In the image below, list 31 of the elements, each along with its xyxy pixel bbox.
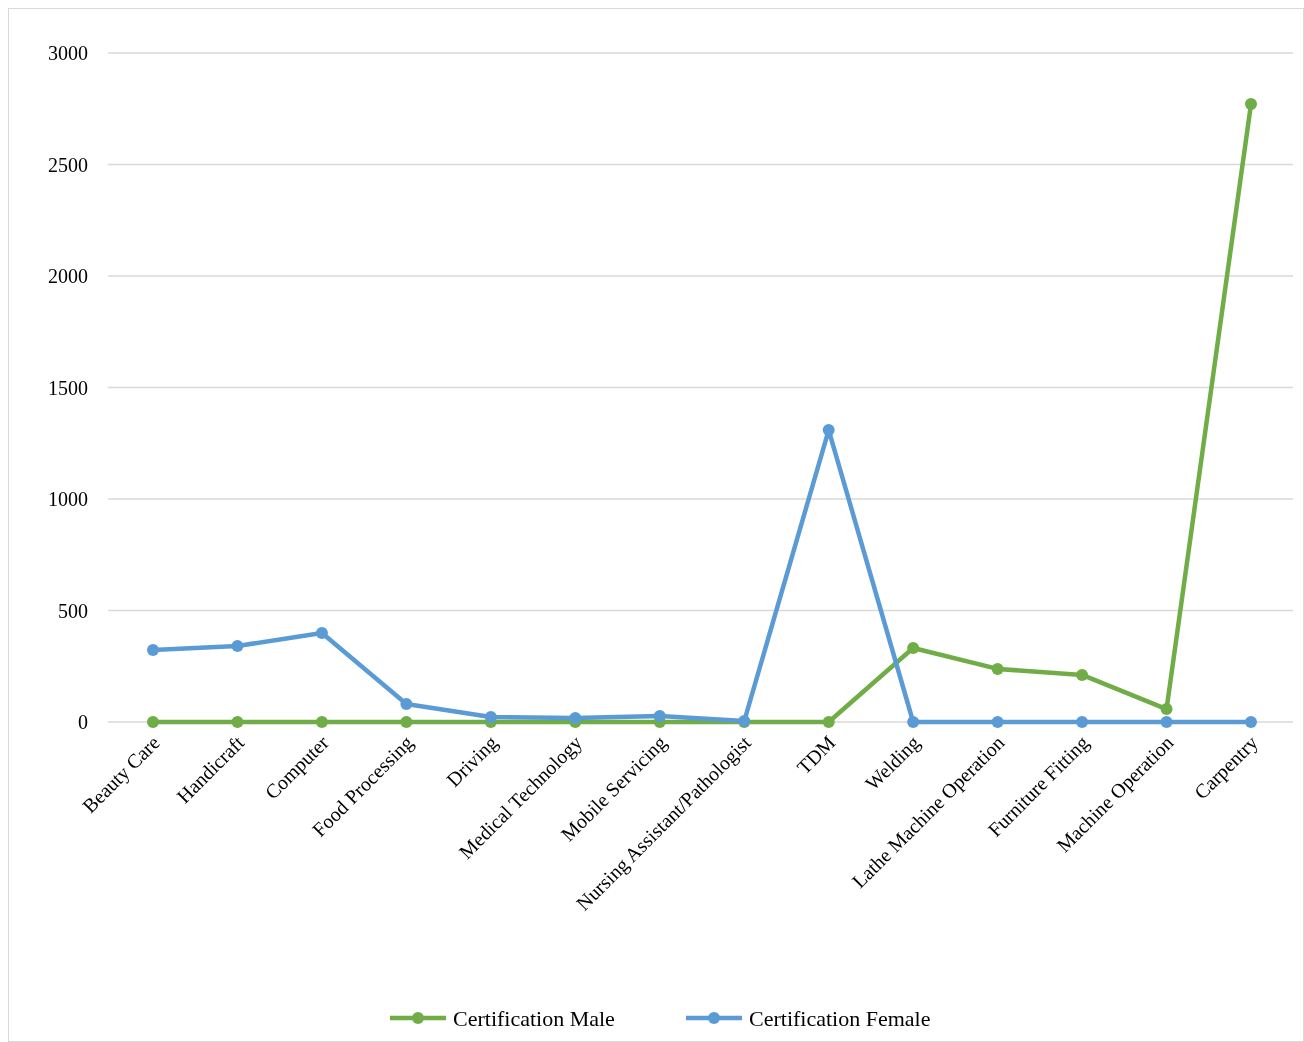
point xyxy=(1160,716,1173,728)
point xyxy=(1245,716,1257,728)
point xyxy=(400,716,413,728)
y-tick-label: 2000 xyxy=(48,265,88,287)
point xyxy=(822,716,835,728)
y-tick-label: 500 xyxy=(58,599,88,622)
point xyxy=(1160,703,1173,716)
point xyxy=(315,716,328,728)
y-tick-label: 0 xyxy=(78,711,88,733)
point xyxy=(653,709,666,722)
point xyxy=(147,643,159,656)
legend-label: Certification Female xyxy=(749,1005,931,1031)
point xyxy=(1245,98,1257,111)
point xyxy=(907,641,920,654)
legend-label: Certification Male xyxy=(453,1005,615,1031)
point xyxy=(991,662,1004,675)
point xyxy=(1076,716,1089,728)
point xyxy=(484,711,497,724)
point xyxy=(315,627,328,640)
point xyxy=(907,716,920,728)
point xyxy=(231,639,244,652)
y-tick-label: 2500 xyxy=(48,153,88,176)
point xyxy=(147,716,159,728)
point xyxy=(1076,668,1089,681)
point xyxy=(400,697,413,710)
y-tick-label: 1500 xyxy=(48,376,88,399)
point xyxy=(569,711,582,724)
point xyxy=(231,716,244,728)
point xyxy=(991,716,1004,728)
y-tick-label: 1000 xyxy=(48,488,88,510)
y-tick-label: 3000 xyxy=(48,42,88,64)
